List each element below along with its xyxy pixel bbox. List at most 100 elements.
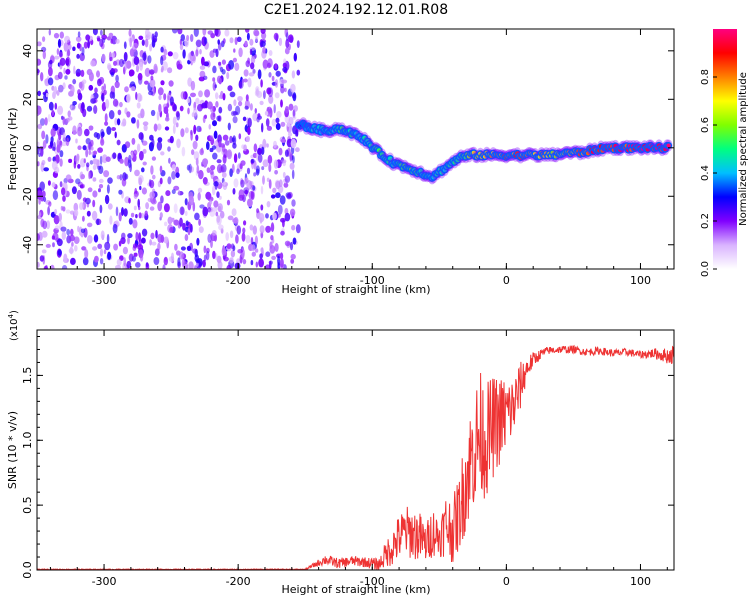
heatmap-noise-cell bbox=[69, 246, 74, 255]
heatmap-noise-cell bbox=[261, 122, 264, 133]
heatmap-noise-cell bbox=[273, 104, 276, 114]
heatmap-noise-cell bbox=[103, 89, 108, 95]
heatmap-noise-cell bbox=[213, 200, 219, 208]
heatmap-noise-cell bbox=[142, 121, 149, 126]
heatmap-noise-cell bbox=[292, 92, 297, 102]
heatmap-noise-cell bbox=[198, 90, 203, 98]
heatmap-noise-cell bbox=[206, 167, 211, 174]
heatmap-noise-cell bbox=[248, 72, 255, 77]
heatmap-noise-cell bbox=[146, 32, 152, 37]
y-tick-label: 20 bbox=[21, 92, 34, 106]
heatmap-noise-cell bbox=[156, 123, 162, 131]
heatmap-noise-cell bbox=[142, 148, 147, 154]
heatmap-noise-cell bbox=[144, 38, 149, 48]
heatmap-noise-cell bbox=[84, 249, 89, 259]
heatmap-layer bbox=[37, 29, 673, 269]
heatmap-noise-cell bbox=[192, 201, 196, 212]
heatmap-noise-cell bbox=[116, 258, 122, 266]
heatmap-noise-cell bbox=[126, 93, 131, 104]
heatmap-noise-cell bbox=[221, 59, 226, 65]
heatmap-noise-cell bbox=[184, 127, 189, 134]
heatmap-noise-cell bbox=[291, 70, 296, 79]
heatmap-noise-cell bbox=[249, 224, 254, 231]
heatmap-noise-cell bbox=[48, 201, 52, 207]
heatmap-noise-cell bbox=[246, 167, 251, 175]
heatmap-noise-cell bbox=[196, 237, 200, 246]
heatmap-noise-cell bbox=[215, 48, 219, 58]
heatmap-noise-cell bbox=[290, 138, 297, 149]
heatmap-noise-cell bbox=[148, 69, 155, 75]
heatmap-noise-cell bbox=[217, 203, 223, 213]
heatmap-noise-cell bbox=[77, 31, 81, 38]
heatmap-noise-cell bbox=[240, 179, 245, 188]
heatmap-noise-cell bbox=[176, 111, 181, 121]
heatmap-noise-cell bbox=[265, 213, 269, 219]
x-tick-label: 100 bbox=[630, 274, 651, 287]
heatmap-noise-cell bbox=[149, 43, 153, 52]
heatmap-noise-cell bbox=[124, 60, 128, 71]
heatmap-noise-cell bbox=[238, 133, 242, 140]
heatmap-noise-cell bbox=[241, 232, 246, 242]
heatmap-noise-cell bbox=[209, 169, 214, 175]
heatmap-noise-cell bbox=[292, 155, 295, 164]
heatmap-noise-cell bbox=[279, 252, 284, 260]
heatmap-noise-cell bbox=[54, 102, 58, 110]
heatmap-noise-cell bbox=[158, 103, 162, 113]
heatmap-noise-cell bbox=[215, 211, 219, 217]
heatmap-noise-cell bbox=[284, 87, 287, 93]
heatmap-noise-cell bbox=[163, 236, 169, 244]
heatmap-noise-cell bbox=[112, 98, 119, 107]
heatmap-noise-cell bbox=[73, 65, 76, 75]
heatmap-noise-cell bbox=[292, 115, 297, 120]
heatmap-noise-cell bbox=[136, 119, 140, 129]
heatmap-noise-cell bbox=[39, 181, 45, 191]
heatmap-noise-cell bbox=[87, 235, 93, 244]
heatmap-noise-cell bbox=[87, 187, 93, 193]
heatmap-noise-cell bbox=[53, 32, 60, 39]
heatmap-noise-cell bbox=[271, 118, 277, 127]
heatmap-noise-cell bbox=[281, 79, 288, 84]
heatmap-noise-cell bbox=[141, 237, 146, 244]
heatmap-noise-cell bbox=[201, 102, 208, 109]
heatmap-noise-cell bbox=[121, 178, 127, 187]
heatmap-noise-cell bbox=[191, 149, 195, 156]
heatmap-noise-cell bbox=[156, 141, 163, 151]
heatmap-noise-cell bbox=[85, 197, 91, 205]
heatmap-noise-cell bbox=[271, 75, 275, 82]
heatmap-noise-cell bbox=[188, 261, 194, 269]
heatmap-noise-cell bbox=[115, 220, 119, 226]
heatmap-noise-cell bbox=[252, 185, 256, 191]
heatmap-noise-cell bbox=[284, 175, 291, 183]
heatmap-noise-cell bbox=[138, 212, 142, 219]
heatmap-noise-cell bbox=[74, 209, 79, 217]
heatmap-noise-cell bbox=[61, 265, 68, 269]
heatmap-noise-cell bbox=[177, 189, 181, 196]
heatmap-noise-cell bbox=[253, 172, 257, 177]
heatmap-noise-cell bbox=[210, 164, 216, 171]
heatmap-noise-cell bbox=[216, 215, 221, 223]
heatmap-noise-cell bbox=[283, 182, 289, 188]
heatmap-noise-cell bbox=[59, 158, 63, 167]
heatmap-noise-cell bbox=[124, 86, 129, 93]
heatmap-noise-cell bbox=[48, 29, 51, 36]
heatmap-noise-cell bbox=[160, 55, 164, 66]
heatmap-noise-cell bbox=[218, 77, 222, 85]
heatmap-noise-cell bbox=[157, 87, 164, 96]
heatmap-noise-cell bbox=[226, 243, 232, 250]
heatmap-noise-cell bbox=[233, 99, 237, 107]
heatmap-noise-cell bbox=[151, 39, 156, 48]
heatmap-noise-cell bbox=[195, 49, 199, 57]
snr-y-multiplier: (x104) bbox=[7, 310, 20, 341]
heatmap-noise-cell bbox=[280, 138, 287, 143]
heatmap-noise-cell bbox=[88, 84, 94, 91]
colorbar-tick-label: 0.0 bbox=[700, 261, 711, 277]
heatmap-noise-cell bbox=[209, 50, 215, 58]
heatmap-noise-cell bbox=[108, 32, 114, 38]
heatmap-noise-cell bbox=[243, 69, 249, 77]
heatmap-noise-cell bbox=[42, 50, 46, 60]
heatmap-noise-cell bbox=[109, 56, 113, 62]
heatmap-noise-cell bbox=[259, 253, 263, 259]
heatmap-noise-cell bbox=[90, 98, 96, 104]
heatmap-noise-cell bbox=[289, 152, 293, 162]
